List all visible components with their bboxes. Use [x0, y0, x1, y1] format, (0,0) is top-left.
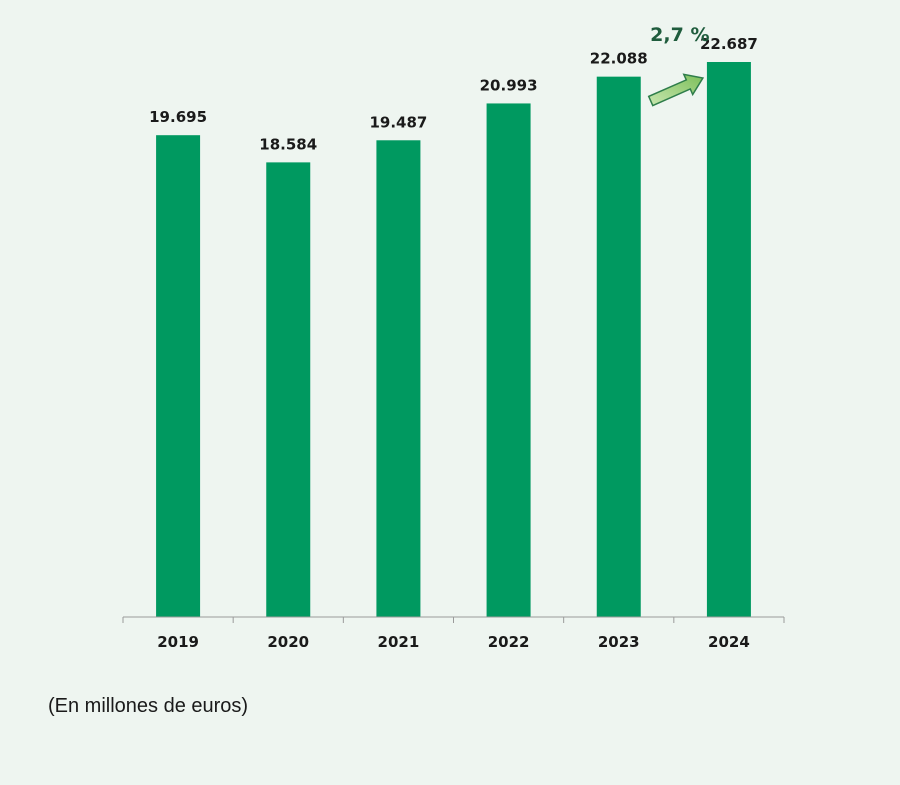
- value-label-2024: 22.687: [700, 35, 758, 53]
- units-note: (En millones de euros): [48, 695, 249, 717]
- bar-2019: [156, 135, 201, 617]
- x-tick-label-2021: 2021: [378, 633, 420, 651]
- value-label-2022: 20.993: [480, 76, 538, 94]
- x-tick-label-2024: 2024: [708, 633, 750, 651]
- x-axis: 2019 2020 2021 2022 2023 2024: [122, 616, 785, 651]
- bar-2023: [596, 76, 641, 617]
- value-label-2023: 22.088: [590, 50, 648, 68]
- x-tick-label-2020: 2020: [267, 633, 309, 651]
- x-tick-label-2022: 2022: [488, 633, 530, 651]
- bar-2022: [486, 103, 531, 617]
- growth-arrow-icon: [647, 73, 705, 107]
- growth-annotation: 2,7 %: [647, 24, 709, 107]
- x-tick-label-2019: 2019: [157, 633, 199, 651]
- value-label-2020: 18.584: [259, 135, 317, 153]
- value-label-2019: 19.695: [149, 108, 207, 126]
- bar-2021: [376, 140, 421, 617]
- growth-label: 2,7 %: [650, 24, 709, 46]
- value-labels-layer: 19.695 18.584 19.487 20.993 22.088 22.687: [149, 35, 758, 153]
- bars-layer: [156, 62, 751, 618]
- x-tick-label-2023: 2023: [598, 633, 640, 651]
- bar-2024: [706, 62, 751, 617]
- value-label-2021: 19.487: [369, 113, 427, 131]
- bar-2020: [266, 162, 311, 618]
